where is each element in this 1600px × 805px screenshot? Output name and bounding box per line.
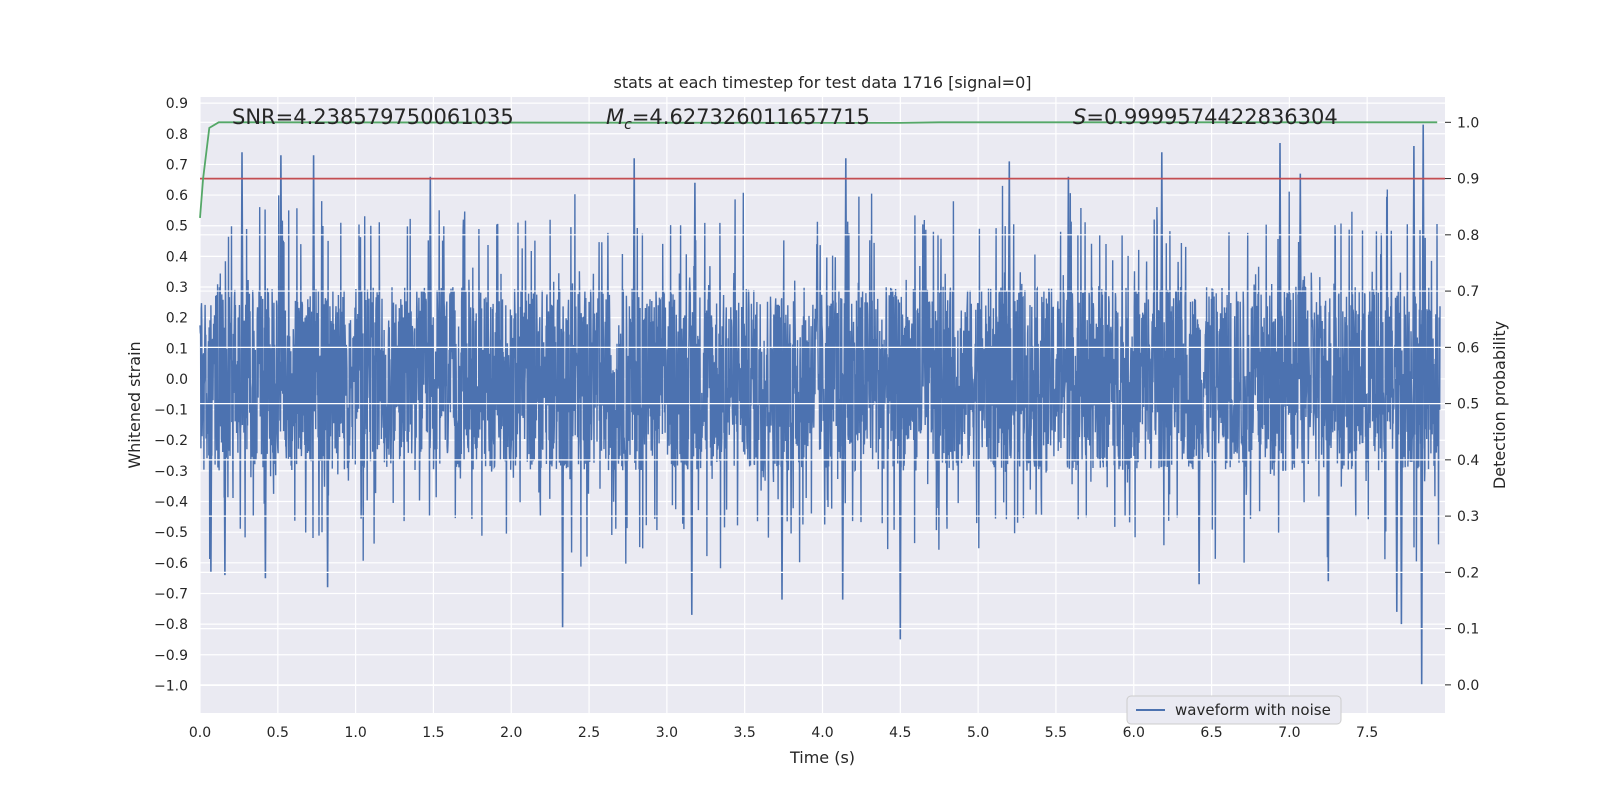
y-tick-label: −0.7 [154, 586, 188, 602]
waveform-peak [693, 182, 697, 380]
y2-tick-label: 0.7 [1457, 284, 1479, 300]
waveform-peak [1278, 142, 1282, 380]
y-tick-label: −0.9 [154, 648, 188, 664]
x-tick-label: 5.0 [967, 725, 989, 741]
y-tick-label: 0.3 [166, 280, 188, 296]
x-tick-label: 0.5 [267, 725, 289, 741]
waveform-peak [428, 176, 433, 380]
x-tick-label: 7.5 [1356, 725, 1378, 741]
y-tick-label: 0.2 [166, 311, 188, 327]
y-tick-label: −0.5 [154, 525, 188, 541]
x-tick-label: 0.0 [189, 725, 211, 741]
waveform-peak [1421, 124, 1425, 380]
waveform-peak [1298, 173, 1302, 380]
x-tick-label: 3.5 [734, 725, 756, 741]
waveform-line [199, 185, 1441, 569]
y2-tick-label: 0.4 [1457, 453, 1479, 469]
chirp-mass-subscript: c [624, 117, 632, 133]
ticks: 0.0 0.5 1.0 1.5 2.0 2.5 3.0 3.5 4.0 4.5 5.0 5.5 6.0 6… [154, 96, 1479, 741]
y-axis-label: Whitened strain [125, 341, 144, 468]
waveform-peak [841, 378, 845, 600]
x-tick-label: 4.5 [889, 725, 911, 741]
y-tick-label: 0.9 [166, 96, 188, 112]
legend-label: waveform with noise [1175, 701, 1331, 719]
waveform-peak [311, 155, 316, 380]
x-tick-label: 2.0 [500, 725, 522, 741]
legend: waveform with noise [1126, 695, 1342, 725]
x-tick-label: 5.5 [1045, 725, 1067, 741]
y-tick-label: −0.2 [154, 433, 188, 449]
snr-annotation: SNR=4.238579750061035 [232, 105, 514, 129]
detection-probability-line [199, 121, 1438, 218]
y2-tick-label: 0.5 [1457, 397, 1479, 413]
y-tick-label: 0.5 [166, 219, 188, 235]
x-tick-label: 6.5 [1200, 725, 1222, 741]
y-tick-label: −0.3 [154, 464, 188, 480]
waveform-peak [325, 378, 330, 588]
waveform-peak [1326, 378, 1330, 582]
waveform-peak [1399, 378, 1404, 625]
y-tick-label: 0.4 [166, 249, 188, 265]
waveform-peak [690, 378, 694, 615]
waveform-peak [632, 158, 636, 380]
waveform-peak [263, 378, 268, 579]
s-symbol: S [1073, 105, 1086, 129]
waveform-peak [1066, 176, 1071, 380]
y-tick-label: −0.8 [154, 617, 188, 633]
y-tick-label: −0.1 [154, 403, 188, 419]
waveform-peak [209, 378, 213, 573]
y-tick-label: 0.8 [166, 127, 188, 143]
x-tick-label: 1.0 [344, 725, 366, 741]
y2-tick-label: 0.0 [1457, 678, 1479, 694]
y2-tick-label: 0.3 [1457, 509, 1479, 525]
y2-tick-label: 0.8 [1457, 228, 1479, 244]
legend-box [1126, 695, 1342, 725]
waveform-peak [780, 378, 784, 600]
x-tick-label: 3.0 [656, 725, 678, 741]
waveform-peak [1412, 145, 1416, 380]
chart-title: stats at each timestep for test data 171… [613, 73, 1031, 92]
waveform-peak [1007, 161, 1011, 380]
y-tick-label: 0.7 [166, 157, 188, 173]
x-tick-label: 2.5 [578, 725, 600, 741]
x-tick-label: 6.0 [1123, 725, 1145, 741]
y2-tick-label: 0.6 [1457, 340, 1479, 356]
y2-tick-label: 0.1 [1457, 622, 1479, 638]
waveform-peak [279, 155, 283, 380]
s-value: =0.9999574422836304 [1086, 105, 1337, 129]
x-tick-label: 4.0 [811, 725, 833, 741]
y-tick-label: 0.1 [166, 341, 188, 357]
y2-tick-label: 0.9 [1457, 172, 1479, 188]
y2-tick-label: 1.0 [1457, 115, 1479, 131]
waveform-peak [223, 378, 227, 576]
y-tick-label: −0.6 [154, 556, 188, 572]
y-tick-label: 0.0 [166, 372, 188, 388]
chirp-mass-symbol: M [606, 105, 624, 129]
s-annotation: S=0.9999574422836304 [1073, 105, 1338, 129]
y-tick-label: −1.0 [154, 678, 188, 694]
waveform-peak [1197, 378, 1201, 585]
x-tick-label: 1.5 [422, 725, 444, 741]
chirp-mass-annotation: Mc=4.627326011657715 [606, 105, 870, 133]
y2-tick-label: 0.2 [1457, 565, 1479, 581]
y-tick-label: −0.4 [154, 495, 188, 511]
x-tick-label: 7.0 [1278, 725, 1300, 741]
y2-axis-label: Detection probability [1490, 321, 1509, 489]
waveform-peak [898, 378, 902, 640]
x-axis-label: Time (s) [789, 748, 855, 767]
y-tick-label: 0.6 [166, 188, 188, 204]
waveform-peak [560, 378, 565, 628]
waveform-peak [1160, 152, 1164, 380]
waveform-peak [1395, 378, 1399, 612]
waveform-peak [1419, 378, 1424, 686]
waveform-peak [240, 152, 244, 380]
chirp-mass-value: =4.627326011657715 [632, 105, 870, 129]
waveform-peak [844, 158, 848, 380]
series-layer [199, 121, 1445, 686]
